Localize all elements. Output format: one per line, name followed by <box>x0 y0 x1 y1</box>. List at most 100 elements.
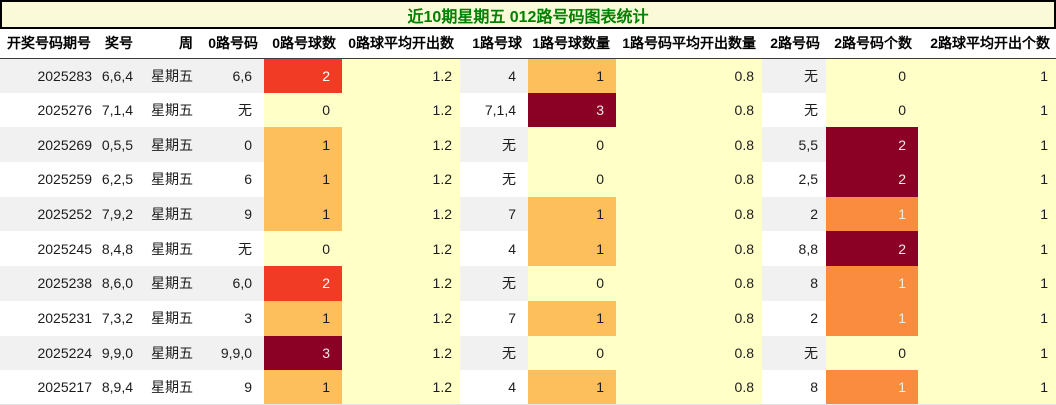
cell-road0-average: 1.2 <box>342 92 460 128</box>
table-row: 2025259 6,2,5 星期五 6 1 1.2 无 0 0.8 2,5 2 1 <box>0 162 1056 197</box>
table-header-row: 开奖号码期号 奖号 周 0路号码 0路号球数 0路球平均开出数 1路号球 1路号… <box>0 29 1056 59</box>
cell-road0-average: 1.2 <box>342 58 460 93</box>
cell-prize-numbers: 0,5,5 <box>97 127 139 163</box>
cell-road1-count: 1 <box>528 370 616 405</box>
cell-weekday: 星期五 <box>139 266 199 301</box>
cell-period-id: 2025259 <box>0 162 97 197</box>
table-row: 2025231 7,3,2 星期五 3 1 1.2 7 1 0.8 2 1 1 <box>0 300 1056 336</box>
cell-road2-count: 1 <box>826 370 918 405</box>
table-row: 2025252 7,9,2 星期五 9 1 1.2 7 1 0.8 2 1 1 <box>0 196 1056 232</box>
cell-road0-count: 1 <box>264 196 342 232</box>
cell-road2-average: 1 <box>918 335 1056 371</box>
cell-road2-numbers: 8 <box>762 370 826 405</box>
title-bar: 近10期星期五 012路号码图表统计 <box>0 0 1056 29</box>
cell-prize-numbers: 7,3,2 <box>97 300 139 336</box>
cell-road1-numbers: 7 <box>460 196 528 232</box>
cell-weekday: 星期五 <box>139 58 199 93</box>
cell-road2-numbers: 无 <box>762 92 826 128</box>
col-header-road1-average: 1路号码平均开出数量 <box>616 29 762 59</box>
cell-road0-count: 1 <box>264 127 342 163</box>
cell-road2-count: 2 <box>826 231 918 267</box>
cell-road1-count: 1 <box>528 231 616 267</box>
cell-road0-average: 1.2 <box>342 300 460 336</box>
cell-road1-count: 1 <box>528 196 616 232</box>
cell-road1-count: 1 <box>528 58 616 93</box>
cell-road0-average: 1.2 <box>342 127 460 163</box>
cell-road0-count: 0 <box>264 92 342 128</box>
cell-road2-count: 0 <box>826 335 918 371</box>
cell-road0-numbers: 0 <box>199 127 264 163</box>
cell-road0-numbers: 9,9,0 <box>199 335 264 371</box>
cell-road2-numbers: 无 <box>762 58 826 93</box>
cell-weekday: 星期五 <box>139 370 199 405</box>
cell-road2-count: 1 <box>826 266 918 301</box>
cell-road2-average: 1 <box>918 92 1056 128</box>
cell-road0-average: 1.2 <box>342 162 460 197</box>
cell-road1-average: 0.8 <box>616 335 762 371</box>
table-body: 2025283 6,6,4 星期五 6,6 2 1.2 4 1 0.8 无 0 1 2025276 7,1… <box>0 58 1056 405</box>
cell-road0-numbers: 3 <box>199 300 264 336</box>
cell-road2-numbers: 2 <box>762 196 826 232</box>
table-row: 2025217 8,9,4 星期五 9 1 1.2 4 1 0.8 8 1 1 <box>0 370 1056 405</box>
table-row: 2025276 7,1,4 星期五无 0 1.2 7,1,4 3 0.8 无 0 1 <box>0 92 1056 128</box>
cell-road1-numbers: 4 <box>460 58 528 93</box>
cell-road2-average: 1 <box>918 196 1056 232</box>
cell-road1-average: 0.8 <box>616 231 762 267</box>
cell-road2-average: 1 <box>918 300 1056 336</box>
cell-road2-count: 1 <box>826 196 918 232</box>
cell-prize-numbers: 6,6,4 <box>97 58 139 93</box>
cell-weekday: 星期五 <box>139 196 199 232</box>
col-header-road2-average: 2路球平均开出个数 <box>918 29 1056 59</box>
cell-road0-numbers: 无 <box>199 92 264 128</box>
cell-road1-average: 0.8 <box>616 92 762 128</box>
cell-period-id: 2025231 <box>0 300 97 336</box>
cell-road0-count: 2 <box>264 58 342 93</box>
cell-road2-numbers: 无 <box>762 335 826 371</box>
col-header-road0-numbers: 0路号码 <box>199 29 264 59</box>
cell-period-id: 2025252 <box>0 196 97 232</box>
cell-road1-numbers: 无 <box>460 335 528 371</box>
table-row: 2025269 0,5,5 星期五 0 1 1.2 无 0 0.8 5,5 2 1 <box>0 127 1056 163</box>
cell-road1-average: 0.8 <box>616 127 762 163</box>
col-header-road1-count: 1路号球数量 <box>528 29 616 59</box>
cell-period-id: 2025224 <box>0 335 97 371</box>
cell-road0-average: 1.2 <box>342 335 460 371</box>
cell-road0-numbers: 6,6 <box>199 58 264 93</box>
cell-road0-average: 1.2 <box>342 370 460 405</box>
cell-road1-average: 0.8 <box>616 162 762 197</box>
cell-road0-numbers: 9 <box>199 196 264 232</box>
col-header-road0-count: 0路号球数 <box>264 29 342 59</box>
cell-road1-average: 0.8 <box>616 370 762 405</box>
cell-road2-numbers: 8,8 <box>762 231 826 267</box>
cell-weekday: 星期五 <box>139 231 199 267</box>
col-header-prize-numbers: 奖号 <box>97 29 139 59</box>
cell-road2-average: 1 <box>918 58 1056 93</box>
cell-road0-numbers: 6 <box>199 162 264 197</box>
cell-weekday: 星期五 <box>139 335 199 371</box>
col-header-period-id: 开奖号码期号 <box>0 29 97 59</box>
cell-road1-average: 0.8 <box>616 196 762 232</box>
cell-road2-average: 1 <box>918 127 1056 163</box>
table-row: 2025224 9,9,0 星期五 9,9,0 3 1.2 无 0 0.8 无 0 1 <box>0 335 1056 371</box>
cell-road1-numbers: 7,1,4 <box>460 92 528 128</box>
cell-road0-count: 3 <box>264 335 342 371</box>
cell-road1-count: 3 <box>528 92 616 128</box>
cell-road2-count: 0 <box>826 92 918 128</box>
col-header-road2-count: 2路号码个数 <box>826 29 918 59</box>
cell-weekday: 星期五 <box>139 300 199 336</box>
cell-road1-numbers: 4 <box>460 370 528 405</box>
cell-road2-count: 1 <box>826 300 918 336</box>
cell-road1-average: 0.8 <box>616 58 762 93</box>
cell-road1-numbers: 7 <box>460 300 528 336</box>
cell-road2-count: 0 <box>826 58 918 93</box>
cell-prize-numbers: 8,6,0 <box>97 266 139 301</box>
cell-road1-count: 0 <box>528 162 616 197</box>
cell-road1-numbers: 无 <box>460 127 528 163</box>
cell-road2-count: 2 <box>826 162 918 197</box>
cell-period-id: 2025276 <box>0 92 97 128</box>
cell-road2-numbers: 2,5 <box>762 162 826 197</box>
cell-road2-average: 1 <box>918 370 1056 405</box>
cell-road1-numbers: 无 <box>460 162 528 197</box>
cell-road0-numbers: 9 <box>199 370 264 405</box>
cell-road1-count: 0 <box>528 335 616 371</box>
